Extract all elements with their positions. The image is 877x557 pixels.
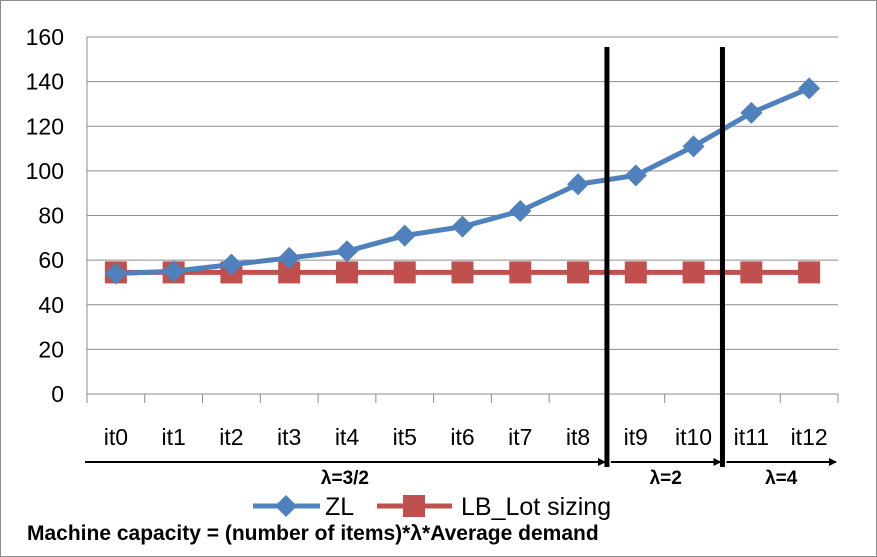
legend: ZL LB_Lot sizing xyxy=(253,493,611,521)
y-tick-label: 80 xyxy=(38,203,64,229)
x-tick-label: it11 xyxy=(734,424,769,450)
x-tick-label: it12 xyxy=(791,424,828,450)
data-point-square xyxy=(740,261,763,284)
regime-dividers xyxy=(604,47,725,467)
x-tick-label: it1 xyxy=(162,424,186,450)
y-tick-label: 140 xyxy=(26,69,64,95)
y-tick-label: 40 xyxy=(38,292,64,318)
data-point-diamond xyxy=(104,262,127,285)
legend-label-zl: ZL xyxy=(325,493,354,521)
gridlines xyxy=(87,36,838,350)
data-point-diamond xyxy=(740,101,763,124)
region-label: λ=3/2 xyxy=(321,468,369,489)
data-point-diamond xyxy=(567,173,590,196)
machine-capacity-caption: Machine capacity = (number of items)*λ*A… xyxy=(27,522,599,545)
x-tick-label: it3 xyxy=(277,424,301,450)
x-tick-label: it0 xyxy=(104,424,128,450)
data-point-square xyxy=(509,261,532,284)
data-point-diamond xyxy=(451,215,474,238)
data-point-square xyxy=(278,261,301,284)
y-tick-label: 160 xyxy=(26,24,64,50)
y-tick-label: 100 xyxy=(26,158,64,184)
data-point-square xyxy=(798,261,821,284)
series-layer xyxy=(104,77,821,285)
data-point-square xyxy=(335,261,358,284)
data-point-square xyxy=(682,261,705,284)
x-tick-labels: it0 it1 it2 it3 it4 it5 it6 it7 it8 it9 it10 it11 it… xyxy=(104,424,828,450)
data-point-diamond xyxy=(682,135,705,158)
series-line-zl xyxy=(115,86,811,277)
region-label: λ=2 xyxy=(650,468,682,489)
y-tick-label: 20 xyxy=(38,336,64,362)
data-point-square xyxy=(393,261,416,284)
data-point-diamond xyxy=(278,246,301,269)
data-point-diamond xyxy=(509,200,532,223)
x-tick-label: it5 xyxy=(393,424,417,450)
x-tick-label: it6 xyxy=(450,424,474,450)
data-point-square xyxy=(403,495,425,517)
y-tick-label: 120 xyxy=(26,113,64,139)
data-point-diamond xyxy=(275,495,297,517)
data-point-square xyxy=(451,261,474,284)
data-point-diamond xyxy=(162,260,185,283)
y-tick-labels: 0 20 40 60 80 100 120 140 160 xyxy=(26,24,64,407)
data-point-square xyxy=(624,261,647,284)
data-point-diamond xyxy=(798,77,821,100)
x-tick-label: it2 xyxy=(219,424,243,450)
x-tick-label: it10 xyxy=(675,424,712,450)
x-axis xyxy=(86,37,839,403)
data-point-square xyxy=(567,261,590,284)
y-tick-label: 0 xyxy=(51,381,64,407)
x-tick-label: it8 xyxy=(566,424,590,450)
data-point-diamond xyxy=(220,253,243,276)
legend-label-lb-lot-sizing: LB_Lot sizing xyxy=(461,493,611,521)
data-point-diamond xyxy=(624,164,647,187)
data-point-diamond xyxy=(393,224,416,247)
x-tick-label: it7 xyxy=(508,424,532,450)
region-label: λ=4 xyxy=(765,468,798,489)
x-tick-label: it9 xyxy=(624,424,648,450)
lambda-regions: λ=3/2 λ=2 λ=4 xyxy=(85,458,837,489)
y-tick-label: 60 xyxy=(38,247,64,273)
data-point-diamond xyxy=(335,240,358,263)
x-tick-label: it4 xyxy=(335,424,360,450)
